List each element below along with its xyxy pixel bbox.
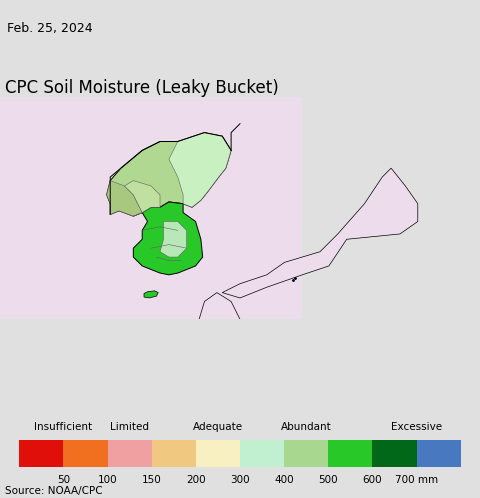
Text: Adequate: Adequate — [193, 422, 243, 432]
Polygon shape — [124, 181, 160, 216]
Polygon shape — [107, 181, 142, 216]
Bar — [417, 440, 461, 467]
Text: 500: 500 — [319, 475, 338, 485]
Polygon shape — [160, 222, 187, 257]
Text: Excessive: Excessive — [391, 422, 442, 432]
Text: 100: 100 — [98, 475, 117, 485]
Bar — [152, 440, 196, 467]
Text: Limited: Limited — [110, 422, 149, 432]
Polygon shape — [222, 168, 418, 298]
Bar — [284, 440, 328, 467]
Bar — [240, 440, 284, 467]
Polygon shape — [199, 293, 240, 334]
Text: Source: NOAA/CPC: Source: NOAA/CPC — [5, 486, 102, 496]
Bar — [108, 440, 152, 467]
Text: 150: 150 — [142, 475, 162, 485]
Bar — [63, 440, 108, 467]
Text: 600: 600 — [363, 475, 382, 485]
Text: Feb. 25, 2024: Feb. 25, 2024 — [7, 22, 93, 35]
Bar — [372, 440, 417, 467]
Polygon shape — [107, 132, 231, 216]
Bar — [196, 440, 240, 467]
Bar — [328, 440, 372, 467]
Polygon shape — [133, 202, 203, 275]
Text: 400: 400 — [275, 475, 294, 485]
Text: 50: 50 — [57, 475, 70, 485]
Polygon shape — [0, 97, 302, 213]
Polygon shape — [169, 132, 231, 207]
Text: Abundant: Abundant — [281, 422, 332, 432]
Text: 200: 200 — [186, 475, 205, 485]
Polygon shape — [0, 213, 71, 319]
Bar — [19, 440, 63, 467]
Text: 300: 300 — [230, 475, 250, 485]
Polygon shape — [144, 291, 158, 298]
Text: 700 mm: 700 mm — [395, 475, 438, 485]
Text: Insufficient: Insufficient — [34, 422, 93, 432]
Text: CPC Soil Moisture (Leaky Bucket): CPC Soil Moisture (Leaky Bucket) — [5, 79, 278, 97]
Polygon shape — [0, 97, 302, 319]
